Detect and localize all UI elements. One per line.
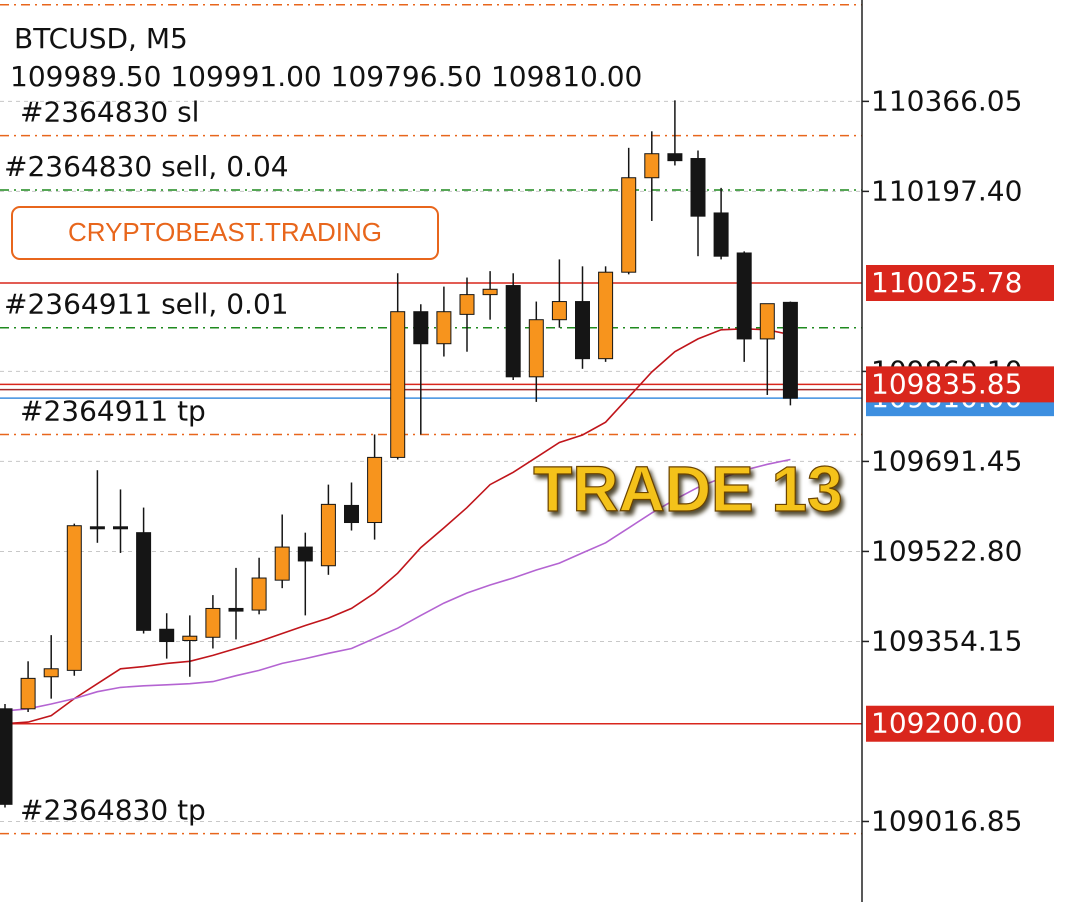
candle-body [43, 668, 59, 678]
candle-body [66, 525, 82, 671]
candle-body [344, 504, 359, 524]
axis-layer: 110366.05110197.40109860.10109691.451095… [861, 0, 1022, 902]
candle-body [736, 252, 752, 340]
y-tick-label: 109522.80 [871, 534, 1022, 567]
candle-body [575, 301, 590, 360]
quote: 109989.50 109991.00 109796.50 109810.00 [10, 60, 642, 93]
candle-body [228, 607, 244, 612]
level-label: #2364830 sl [20, 96, 199, 129]
y-tick-label: 110366.05 [871, 84, 1022, 117]
price-label-box [866, 705, 1054, 742]
price-label-box [866, 366, 1054, 403]
price-label-box [866, 264, 1054, 301]
candle-body [320, 503, 336, 567]
y-tick-label: 109354.15 [871, 624, 1022, 657]
candle-body [0, 708, 13, 805]
y-tick-label: 110197.40 [871, 174, 1022, 207]
candle-body [205, 607, 221, 638]
plot-layer [0, 100, 798, 808]
candle-body [251, 577, 267, 611]
candle-body [482, 288, 498, 296]
price-label: 109200.00 [871, 707, 1022, 740]
moving-average [4, 458, 791, 712]
candle-body [436, 311, 452, 345]
symbol: BTCUSD, M5 [14, 22, 188, 55]
candle-body [598, 271, 614, 360]
overlay-text: TRADE 13 [533, 453, 842, 525]
price-label: 109835.85 [871, 367, 1022, 400]
candle-body [690, 158, 706, 217]
levels-layer: #2364830 sl #2364830 sell, 0.04 #2364911 s… [0, 4, 862, 835]
candle-body [713, 212, 729, 257]
candle-body [390, 311, 406, 458]
candle-body [159, 628, 175, 643]
candle-body [413, 311, 429, 345]
watermark-box [11, 206, 439, 260]
level-label: #2364911 tp [20, 394, 206, 427]
moving-average [4, 327, 791, 725]
y-tick-label: 109691.45 [871, 444, 1022, 477]
candle-body [20, 677, 36, 710]
candle-body [182, 635, 198, 641]
candle-body [551, 301, 567, 321]
candle-body [759, 303, 775, 340]
watermark: CRYPTOBEAST.TRADING [68, 217, 382, 247]
candle-body [136, 532, 152, 631]
candle-body [667, 153, 683, 162]
candle-body [644, 153, 660, 179]
price-label: 110025.78 [871, 266, 1022, 299]
candle-body [89, 526, 105, 530]
candle-body [459, 294, 475, 315]
candle-body [297, 546, 313, 562]
y-tick-label: 109016.85 [871, 804, 1022, 837]
candle-body [528, 319, 544, 378]
candle-body [505, 285, 521, 378]
candle-body [782, 301, 798, 399]
level-label: #2364911 sell, 0.01 [4, 288, 289, 321]
candle-body [621, 177, 637, 273]
level-label: #2364830 sell, 0.04 [4, 150, 289, 183]
candle-body [274, 546, 290, 581]
candle-body [113, 526, 128, 530]
level-label: #2364830 tp [20, 794, 206, 827]
candle-body [367, 456, 383, 524]
